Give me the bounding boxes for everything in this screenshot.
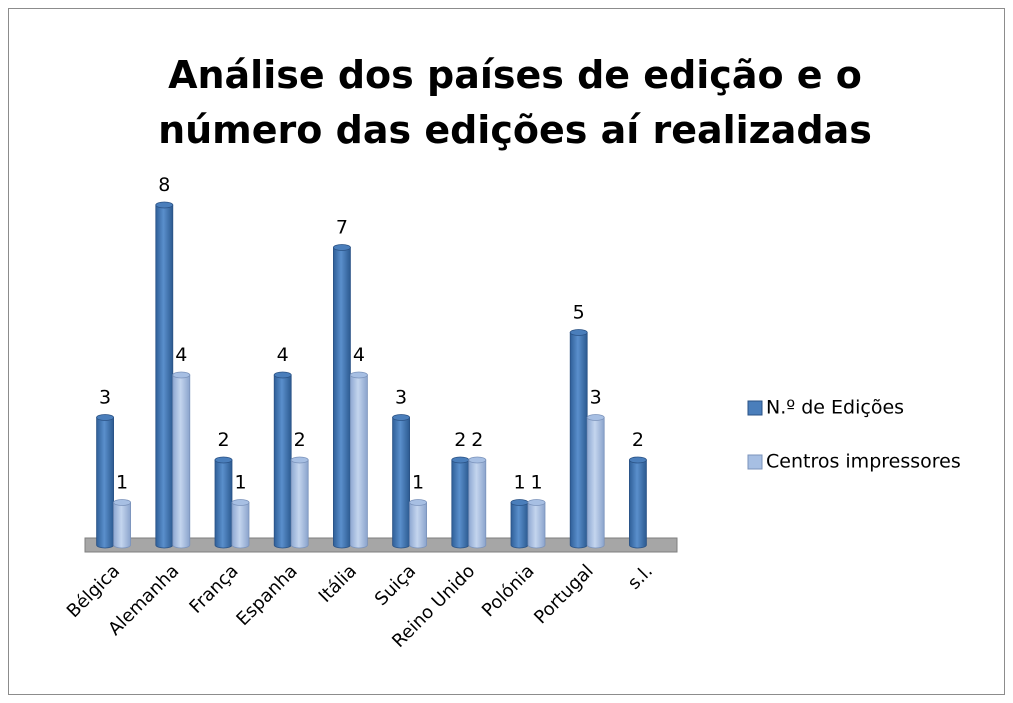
bar-cap <box>172 371 191 379</box>
value-label: 7 <box>336 217 348 239</box>
bar-body <box>586 417 605 549</box>
bar-body <box>172 374 191 549</box>
bar-cap <box>349 371 368 379</box>
value-label: 1 <box>234 472 246 494</box>
bar-cap <box>290 456 309 464</box>
bar-cap <box>155 201 174 209</box>
bar <box>231 499 250 549</box>
bar-body <box>214 459 233 549</box>
value-label: 2 <box>217 429 229 451</box>
bar-body <box>468 459 487 549</box>
bar-cap <box>214 456 233 464</box>
bar <box>172 371 191 549</box>
bar-body <box>113 502 131 549</box>
value-label: 1 <box>412 472 424 494</box>
bar-body <box>333 247 351 549</box>
value-label: 2 <box>294 429 306 451</box>
value-label: 8 <box>158 174 170 196</box>
bar <box>155 201 174 549</box>
chart-title: Análise dos países de edição e o <box>168 53 862 97</box>
bar <box>569 329 588 549</box>
bar-cap <box>392 414 411 421</box>
bar-cap <box>409 499 428 506</box>
bar-cap <box>527 499 546 506</box>
bar-body <box>155 204 174 549</box>
value-label: 3 <box>590 387 602 409</box>
value-label: 1 <box>513 472 525 494</box>
bar <box>113 499 131 549</box>
value-label: 4 <box>277 344 289 366</box>
bar-cap <box>629 456 647 464</box>
bar <box>332 244 351 549</box>
legend-swatch <box>747 400 763 416</box>
bar-cap <box>451 456 470 464</box>
bar-body <box>273 374 292 549</box>
bar <box>586 414 605 549</box>
bar-body <box>510 502 529 549</box>
bar <box>214 456 233 549</box>
bar <box>451 456 470 549</box>
bar <box>273 371 292 549</box>
value-label: 4 <box>353 344 365 366</box>
bar-cap <box>510 499 529 506</box>
bar-body <box>527 502 546 549</box>
bar <box>349 371 368 549</box>
bar <box>392 414 411 549</box>
value-label: 3 <box>99 387 111 409</box>
value-label: 5 <box>573 302 585 324</box>
bar-body <box>392 417 410 549</box>
bar <box>409 499 428 549</box>
bar-body <box>569 332 588 549</box>
bar-cap <box>113 499 131 506</box>
bar-body <box>409 502 427 549</box>
value-label: 1 <box>530 472 542 494</box>
legend-swatch <box>747 454 763 470</box>
bar-body <box>451 459 470 549</box>
frame <box>8 8 1005 695</box>
bar <box>468 456 487 549</box>
value-label: 2 <box>454 429 466 451</box>
bar <box>527 499 546 549</box>
bar-cap <box>569 329 588 336</box>
legend-label: N.º de Edições <box>766 397 904 419</box>
bar-body <box>629 459 647 549</box>
bar-cap <box>468 456 487 464</box>
bar <box>510 499 529 549</box>
bar-body <box>231 502 250 549</box>
bar <box>290 456 309 549</box>
bar <box>96 414 114 549</box>
value-label: 1 <box>116 472 128 494</box>
bar-cap <box>332 244 351 251</box>
bar-body <box>96 417 114 549</box>
value-label: 2 <box>632 429 644 451</box>
bar-body <box>290 459 309 549</box>
value-label: 3 <box>395 387 407 409</box>
bar <box>629 456 647 549</box>
bar-cap <box>96 414 114 421</box>
bar-cap <box>273 371 292 379</box>
legend-label: Centros impressores <box>766 451 961 473</box>
value-label: 4 <box>175 344 187 366</box>
chart-title: número das edições aí realizadas <box>158 108 872 152</box>
bar-cap <box>231 499 250 506</box>
bar-body <box>350 374 368 549</box>
value-label: 2 <box>471 429 483 451</box>
bar-cap <box>586 414 605 421</box>
